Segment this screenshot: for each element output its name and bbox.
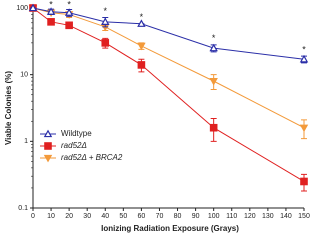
legend-label: rad52Δ + BRCA2 <box>61 153 123 162</box>
x-tick-label: 100 <box>208 213 220 220</box>
point <box>137 42 146 51</box>
x-tick-label: 90 <box>192 213 200 220</box>
point <box>64 8 74 16</box>
x-tick-label: 50 <box>119 213 127 220</box>
point <box>300 177 308 186</box>
y-tick-label: 10 <box>20 72 28 79</box>
point <box>299 54 309 63</box>
y-tick-label: 100 <box>16 5 28 12</box>
point <box>137 19 146 27</box>
annotation: * <box>67 0 71 9</box>
point <box>299 124 309 133</box>
point <box>65 21 73 30</box>
x-tick-label: 30 <box>83 213 91 220</box>
x-tick-label: 120 <box>244 213 256 220</box>
x-tick-label: 140 <box>280 213 292 220</box>
legend-marker <box>43 154 53 163</box>
x-tick-label: 130 <box>262 213 274 220</box>
legend-marker <box>44 142 52 150</box>
x-tick-label: 60 <box>138 213 146 220</box>
chart: Viable Colonies (%) Ionizing Radiation E… <box>4 0 310 233</box>
point <box>209 43 218 52</box>
x-tick-label: 80 <box>174 213 182 220</box>
series-line <box>32 7 305 129</box>
annotation: * <box>212 33 216 43</box>
legend-label: Wildtype <box>61 129 92 138</box>
annotation: * <box>104 6 108 16</box>
x-tick-label: 20 <box>65 213 73 220</box>
y-tick-label: 1 <box>24 138 28 145</box>
point <box>209 77 218 86</box>
point <box>28 3 38 12</box>
point <box>101 39 110 47</box>
point <box>101 17 110 26</box>
annotation: * <box>140 12 144 22</box>
x-tick-label: 110 <box>226 213 237 220</box>
x-axis-title: Ionizing Radiation Exposure (Grays) <box>101 224 239 233</box>
x-tick-label: 70 <box>156 213 164 220</box>
x-tick-label: 0 <box>31 213 35 220</box>
point <box>46 7 56 15</box>
point <box>47 18 55 26</box>
annotation: * <box>49 0 53 9</box>
point <box>209 123 218 132</box>
x-tick-label: 10 <box>47 213 55 220</box>
x-tick-label: 40 <box>101 213 109 220</box>
legend-label: rad52Δ <box>61 141 87 150</box>
point <box>137 61 146 69</box>
y-axis-title: Viable Colonies (%) <box>4 71 13 145</box>
x-tick-label: 150 <box>298 213 310 220</box>
annotation: * <box>302 44 306 54</box>
y-tick-label: 0.1 <box>18 205 28 212</box>
legend-marker <box>43 129 53 138</box>
